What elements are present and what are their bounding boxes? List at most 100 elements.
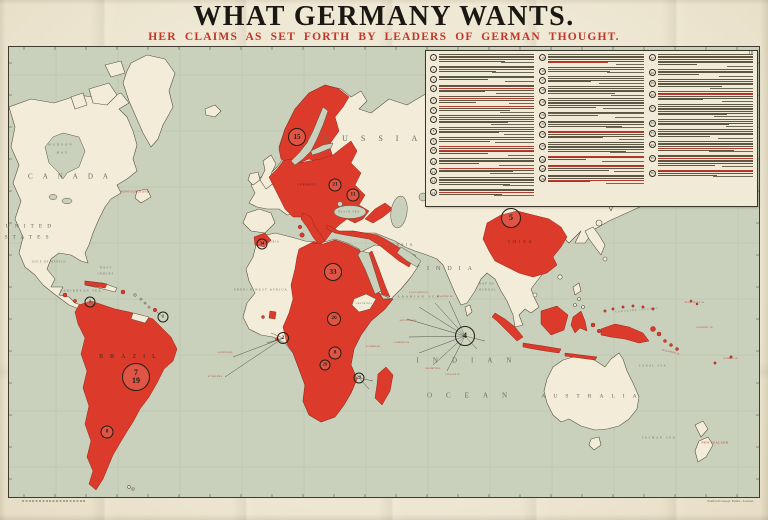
quotation-text-lines xyxy=(439,96,535,105)
map-label-bengal: BENGAL xyxy=(479,288,497,292)
quotation-item-31: 31 xyxy=(648,104,753,118)
map-label-ascension: ASCENSION xyxy=(217,350,233,354)
map-label-china: CHINA xyxy=(507,240,535,245)
map-label-tasman-sea: TASMAN SEA xyxy=(641,435,677,440)
land-antilles xyxy=(143,301,147,305)
claim-south-america xyxy=(74,300,178,491)
quotation-item-5: 5 xyxy=(430,96,535,105)
sea-great-lakes xyxy=(61,197,73,205)
land-ireland xyxy=(247,171,261,186)
claim-gold-coast xyxy=(261,315,265,319)
quotation-text-lines xyxy=(439,146,535,156)
quotation-item-12: 12 xyxy=(430,167,535,176)
map-label-persia: PERSIA xyxy=(387,243,415,248)
quotation-text-lines xyxy=(548,155,644,163)
quotation-item-10: 10 xyxy=(430,146,535,156)
land-kyushu xyxy=(602,256,608,262)
land-iberia xyxy=(242,208,276,234)
quotation-item-15: 15 xyxy=(539,54,644,66)
panel-column-3: 27 28 29 30 31 32 33 34 35 36 xyxy=(648,54,753,203)
land-newfoundland xyxy=(134,188,152,204)
claim-central-america xyxy=(62,292,68,298)
map-label-maldive-is-: MALDIVE IS. xyxy=(436,294,454,298)
quotation-text-lines xyxy=(548,67,644,74)
quotation-number: 24 xyxy=(539,156,547,164)
quotation-text-lines xyxy=(548,120,644,129)
map-label-indies: INDIES xyxy=(97,271,115,276)
quotation-text-lines xyxy=(657,154,753,169)
sea-hudson-bay xyxy=(44,132,86,180)
quotation-text-lines xyxy=(657,119,753,128)
claim-corsica xyxy=(297,224,303,230)
quotation-item-8: 8 xyxy=(430,127,535,135)
quotation-item-28: 28 xyxy=(648,69,753,77)
quotation-item-29: 29 xyxy=(648,79,753,89)
map-label-caribbean-sea: CARIBBEAN SEA xyxy=(60,288,102,293)
land-new-zealand-south xyxy=(694,436,714,463)
quotation-number: 25 xyxy=(539,165,547,173)
land-iceland xyxy=(204,104,222,118)
claim-sardinia xyxy=(299,232,305,238)
map-label-bay: BAY xyxy=(56,150,70,155)
quotation-item-20: 20 xyxy=(539,111,644,119)
land-philippines xyxy=(573,303,577,307)
quotation-item-4: 4 xyxy=(430,84,535,95)
quotation-text-lines xyxy=(548,130,644,141)
quotation-text-lines xyxy=(657,169,753,178)
map-label-united: UNITED xyxy=(5,223,57,230)
sea-red xyxy=(357,250,382,295)
claim-new-guinea xyxy=(600,323,650,344)
map-label-australia: AUSTRALIA xyxy=(541,393,645,400)
quotation-item-30: 30 xyxy=(648,90,753,103)
inland-seas xyxy=(44,106,428,295)
map-label-gilbert-is-: GILBERT IS. xyxy=(696,325,714,329)
claim-haiti xyxy=(120,289,126,295)
quotation-text-lines xyxy=(548,98,644,110)
quotation-text-lines xyxy=(548,111,644,119)
land-philippines xyxy=(577,297,581,301)
sea-gulf-of-finland xyxy=(310,142,334,156)
quotation-text-lines xyxy=(657,129,753,139)
quotation-number: 3 xyxy=(430,76,437,84)
quotation-item-23: 23 xyxy=(539,142,644,154)
claim-marker-21: 21 xyxy=(328,178,342,192)
quotation-item-34: 34 xyxy=(648,141,753,153)
quotation-text-lines xyxy=(548,142,644,154)
map-label-algeria: ALGERIA xyxy=(262,240,280,244)
non-claimed-notches xyxy=(130,293,377,324)
claim-carolines xyxy=(631,304,635,308)
claim-solomons xyxy=(663,339,667,343)
claim-marker-15: 15 xyxy=(288,128,306,146)
quotation-item-33: 33 xyxy=(648,129,753,139)
land-falklands xyxy=(131,487,135,491)
map-label-west: WEST xyxy=(99,265,113,270)
land-puerto-rico xyxy=(133,293,137,297)
quotation-number: 13 xyxy=(430,177,437,185)
claim-marker-7-19: 7 19 xyxy=(122,363,150,391)
frame-ticks xyxy=(9,47,759,497)
land-new-zealand-north xyxy=(694,420,709,438)
quotation-item-14: 14 xyxy=(430,188,535,197)
sea-baltic xyxy=(290,106,329,166)
map-label-chagos-is-: CHAGOS IS. xyxy=(445,372,461,376)
claim-marker-5: 5 xyxy=(501,208,521,228)
quotation-number: 22 xyxy=(539,130,547,138)
claim-celebes xyxy=(570,310,588,334)
map-label-seychelles: SEYCHELLES xyxy=(399,318,417,322)
quotation-number: 6 xyxy=(430,106,437,114)
quotation-item-13: 13 xyxy=(430,176,535,187)
quotation-item-19: 19 xyxy=(539,98,644,110)
claim-marker-11: 11 xyxy=(346,188,360,202)
map-label-black-sea: BLACK SEA xyxy=(338,210,360,214)
land-abyssinia xyxy=(351,293,377,313)
quotation-item-24: 24 xyxy=(539,155,644,164)
quotation-number: 27 xyxy=(648,54,656,62)
map-label-french-west-africa: FRENCH WEST AFRICA xyxy=(234,287,288,292)
quotation-text-lines xyxy=(439,176,535,187)
quotation-text-lines xyxy=(439,65,535,74)
claim-marshalls xyxy=(695,302,699,306)
quotation-number: 31 xyxy=(648,104,656,112)
map-label-arabian-sea: ARABIAN SEA xyxy=(397,294,441,299)
sea-great-lakes xyxy=(48,194,58,200)
imprint-left-illegible xyxy=(22,500,86,503)
